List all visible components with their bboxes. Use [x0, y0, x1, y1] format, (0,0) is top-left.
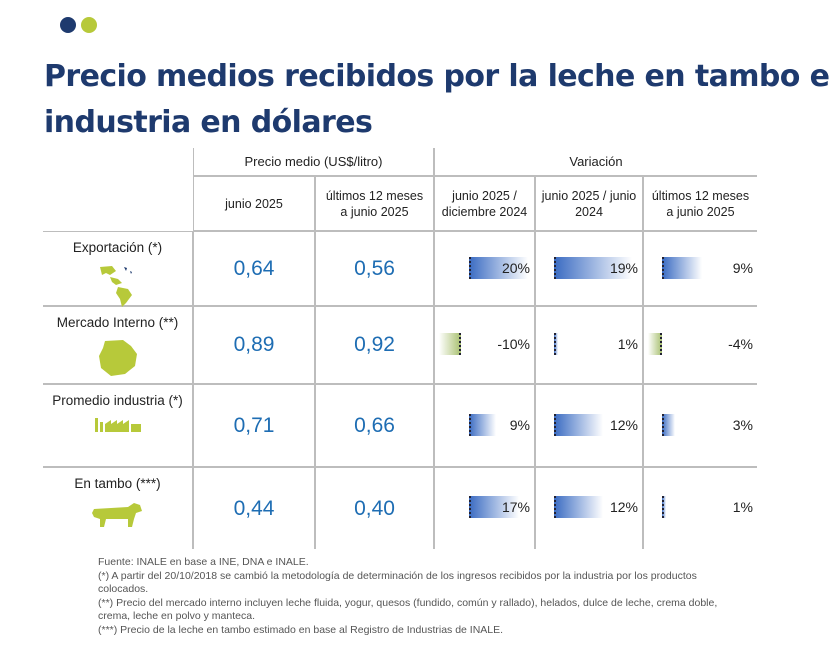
row-label: Exportación (*): [72, 240, 163, 255]
variation-value: 1%: [617, 336, 638, 352]
row-label: Mercado Interno (**): [56, 315, 179, 330]
variation-value: 9%: [732, 259, 753, 276]
column-header-line: a junio 2025: [666, 204, 735, 219]
variation-value: 12%: [609, 499, 638, 515]
price-last-12-months: 0,56: [316, 232, 433, 305]
variation-bar: [662, 256, 702, 279]
row-label-cell: Promedio industria (*): [43, 385, 192, 466]
row-label: En tambo (***): [74, 476, 161, 491]
brand-dot-lime: [81, 17, 97, 33]
variation-value: 17%: [501, 499, 530, 515]
column-header-line: junio 2025: [225, 196, 283, 211]
variation-cell: 9%: [644, 232, 757, 305]
column-header-line: junio 2025 /: [452, 188, 517, 203]
row-label-cell: Exportación (*): [43, 232, 192, 307]
price-last-12-months: 0,92: [316, 307, 433, 383]
variation-bar: [469, 496, 520, 518]
footnote-1: (*) A partir del 20/10/2018 se cambió la…: [98, 569, 697, 596]
row-label: Promedio industria (*): [52, 393, 183, 408]
variation-cell: 12%: [536, 385, 642, 466]
column-header-line: junio 2025 / junio: [541, 188, 637, 203]
column-header: junio 2025 / junio 2024: [536, 177, 642, 230]
variation-bar: [469, 256, 528, 279]
column-header-line: a junio 2025: [340, 204, 409, 219]
variation-value: 20%: [501, 259, 530, 276]
variation-value: 19%: [609, 259, 638, 276]
variation-bar: [662, 496, 667, 518]
price-june-2025: 0,44: [194, 468, 314, 549]
variation-bar: [554, 333, 559, 355]
header-price-group: Precio medio (US$/litro): [194, 148, 433, 175]
variation-cell: 1%: [536, 307, 642, 383]
footnote-source: Fuente: INALE en base a INE, DNA e INALE…: [98, 556, 309, 568]
column-header: últimos 12 meses a junio 2025: [316, 177, 433, 230]
column-header-line: 2024: [575, 204, 603, 219]
variation-bar: [554, 413, 604, 436]
row-label-cell: Mercado Interno (**): [43, 307, 192, 383]
title-line-1: Precio medios recibidos por la leche en …: [44, 59, 830, 94]
variation-cell: 12%: [536, 468, 642, 549]
price-table: Precio medio (US$/litro) Variación junio 2…: [42, 147, 757, 549]
column-header: junio 2025: [194, 177, 314, 230]
header-variation-group: Variación: [435, 148, 757, 175]
footnote-2: (**) Precio del mercado interno incluyen…: [98, 596, 718, 623]
variation-cell: 17%: [435, 468, 534, 549]
variation-cell: 19%: [536, 232, 642, 305]
variation-cell: 3%: [644, 385, 757, 466]
price-june-2025: 0,89: [194, 307, 314, 383]
cow-icon: [43, 499, 192, 529]
column-header-line: últimos 12 meses: [325, 188, 424, 203]
title-line-2: industria en dólares: [44, 105, 373, 140]
brand-dot-navy: [60, 17, 76, 33]
variation-bar: [469, 413, 496, 436]
price-last-12-months: 0,66: [316, 385, 433, 466]
uruguay-map-icon: [43, 338, 192, 378]
column-header: junio 2025 /diciembre 2024: [435, 177, 534, 230]
variation-bar: [439, 333, 461, 355]
factory-icon: [43, 416, 192, 434]
row-label-cell: En tambo (***): [43, 468, 192, 549]
variation-bar: [554, 496, 604, 518]
variation-cell: 9%: [435, 385, 534, 466]
variation-value: 3%: [732, 416, 753, 433]
map-americas-icon: [43, 263, 192, 309]
column-header-line: últimos 12 meses: [651, 188, 750, 203]
variation-bar: [662, 413, 676, 436]
variation-value: 9%: [509, 416, 530, 433]
footnotes: Fuente: INALE en base a INE, DNA e INALE…: [98, 556, 718, 637]
page-title: Precio medios recibidos por la leche en …: [44, 54, 830, 146]
column-header-line: diciembre 2024: [441, 204, 528, 219]
variation-value: -10%: [497, 336, 530, 352]
variation-bar: [648, 333, 662, 355]
variation-value: 1%: [732, 499, 753, 515]
price-june-2025: 0,71: [194, 385, 314, 466]
column-header: últimos 12 meses a junio 2025: [644, 177, 757, 230]
table-corner: [42, 147, 193, 231]
variation-bar: [554, 256, 632, 279]
price-last-12-months: 0,40: [316, 468, 433, 549]
variation-value: -4%: [728, 336, 753, 352]
variation-value: 12%: [609, 416, 638, 433]
variation-cell: -4%: [644, 307, 757, 383]
footnote-3: (***) Precio de la leche en tambo estima…: [98, 623, 504, 636]
variation-cell: 20%: [435, 232, 534, 305]
variation-cell: 1%: [644, 468, 757, 549]
price-june-2025: 0,64: [194, 232, 314, 305]
variation-cell: -10%: [435, 307, 534, 383]
